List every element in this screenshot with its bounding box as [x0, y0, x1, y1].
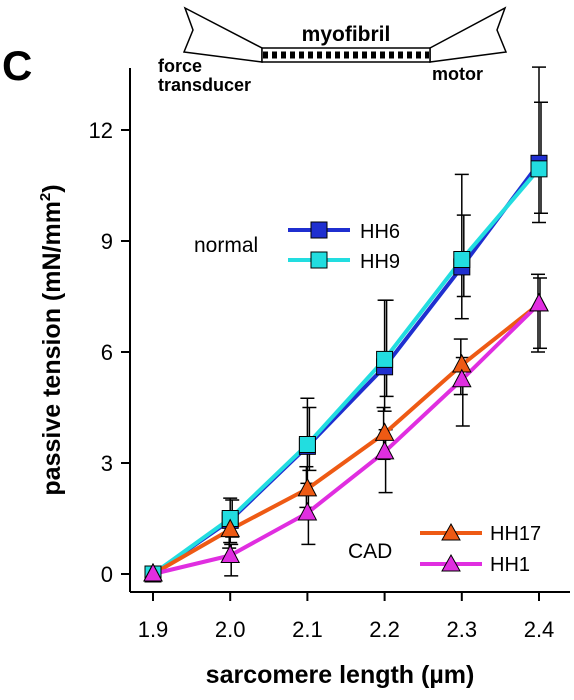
- x-tick-label: 2.1: [292, 617, 323, 642]
- legend-label-HH17: HH17: [490, 523, 541, 545]
- y-axis-title: passive tension (mN/mm2): [37, 184, 66, 495]
- legend-label-HH1: HH1: [490, 554, 530, 576]
- motor-arm: [429, 6, 508, 63]
- y-ticks: 0 3 6 9 12: [89, 118, 130, 587]
- y-tick-label: 6: [101, 340, 113, 365]
- data-point-HH1: [220, 544, 241, 563]
- legend-label-HH9: HH9: [360, 251, 400, 273]
- series-line-HH9: [151, 167, 541, 576]
- x-tick-label: 2.3: [447, 617, 478, 642]
- motor-label: motor: [432, 64, 483, 84]
- y-tick-label: 3: [101, 451, 113, 476]
- legend-marker-HH17: [441, 522, 461, 541]
- series-line-HH6: [151, 162, 541, 576]
- schematic-title: myofibril: [302, 23, 391, 46]
- x-axis-title: sarcomere length (µm): [206, 661, 475, 689]
- y-tick-label: 0: [101, 562, 113, 587]
- data-point-HH9: [376, 350, 394, 368]
- force-transducer-label-line2: transducer: [158, 75, 251, 95]
- force-transducer-label-line1: force: [158, 56, 202, 76]
- data-point-HH17: [374, 422, 395, 441]
- data-point-HH1: [374, 440, 395, 460]
- legend-marker-HH6: [310, 221, 328, 239]
- legend-marker-HH1: [441, 553, 461, 572]
- legend-label-HH6: HH6: [360, 221, 400, 243]
- x-tick-label: 1.9: [138, 617, 169, 642]
- force-transducer-arm: [182, 6, 263, 63]
- myofibril-schematic: myofibril force transducer motor: [158, 6, 508, 95]
- panel-letter: C: [2, 42, 32, 89]
- error-bars: [222, 66, 548, 577]
- x-tick-label: 2.0: [215, 617, 246, 642]
- legend-normal: normal HH6 HH9: [194, 221, 400, 273]
- series-markers: [143, 154, 549, 583]
- legend-cad-title: CAD: [348, 540, 392, 563]
- legend-normal-title: normal: [194, 234, 258, 257]
- data-point-HH17: [220, 518, 241, 538]
- legend-cad: CAD HH17 HH1: [348, 522, 541, 576]
- data-point-HH9: [453, 251, 471, 268]
- data-point-HH9: [530, 160, 548, 178]
- legend-marker-HH9: [310, 251, 328, 269]
- y-tick-label: 12: [89, 118, 113, 143]
- series-line-HH17: [152, 302, 541, 576]
- data-point-HH1: [143, 562, 163, 582]
- x-ticks: 1.9 2.0 2.1 2.2 2.3 2.4: [138, 592, 555, 642]
- data-point-HH9: [298, 436, 316, 453]
- x-tick-label: 2.2: [369, 617, 400, 642]
- x-tick-label: 2.4: [524, 617, 555, 642]
- data-point-HH1: [451, 368, 472, 388]
- y-tick-label: 9: [101, 229, 113, 254]
- data-point-HH1: [297, 501, 318, 521]
- series-line-HH1: [152, 302, 541, 576]
- data-point-HH1: [529, 292, 549, 312]
- data-point-HH17: [297, 477, 318, 497]
- series-lines: [151, 162, 541, 576]
